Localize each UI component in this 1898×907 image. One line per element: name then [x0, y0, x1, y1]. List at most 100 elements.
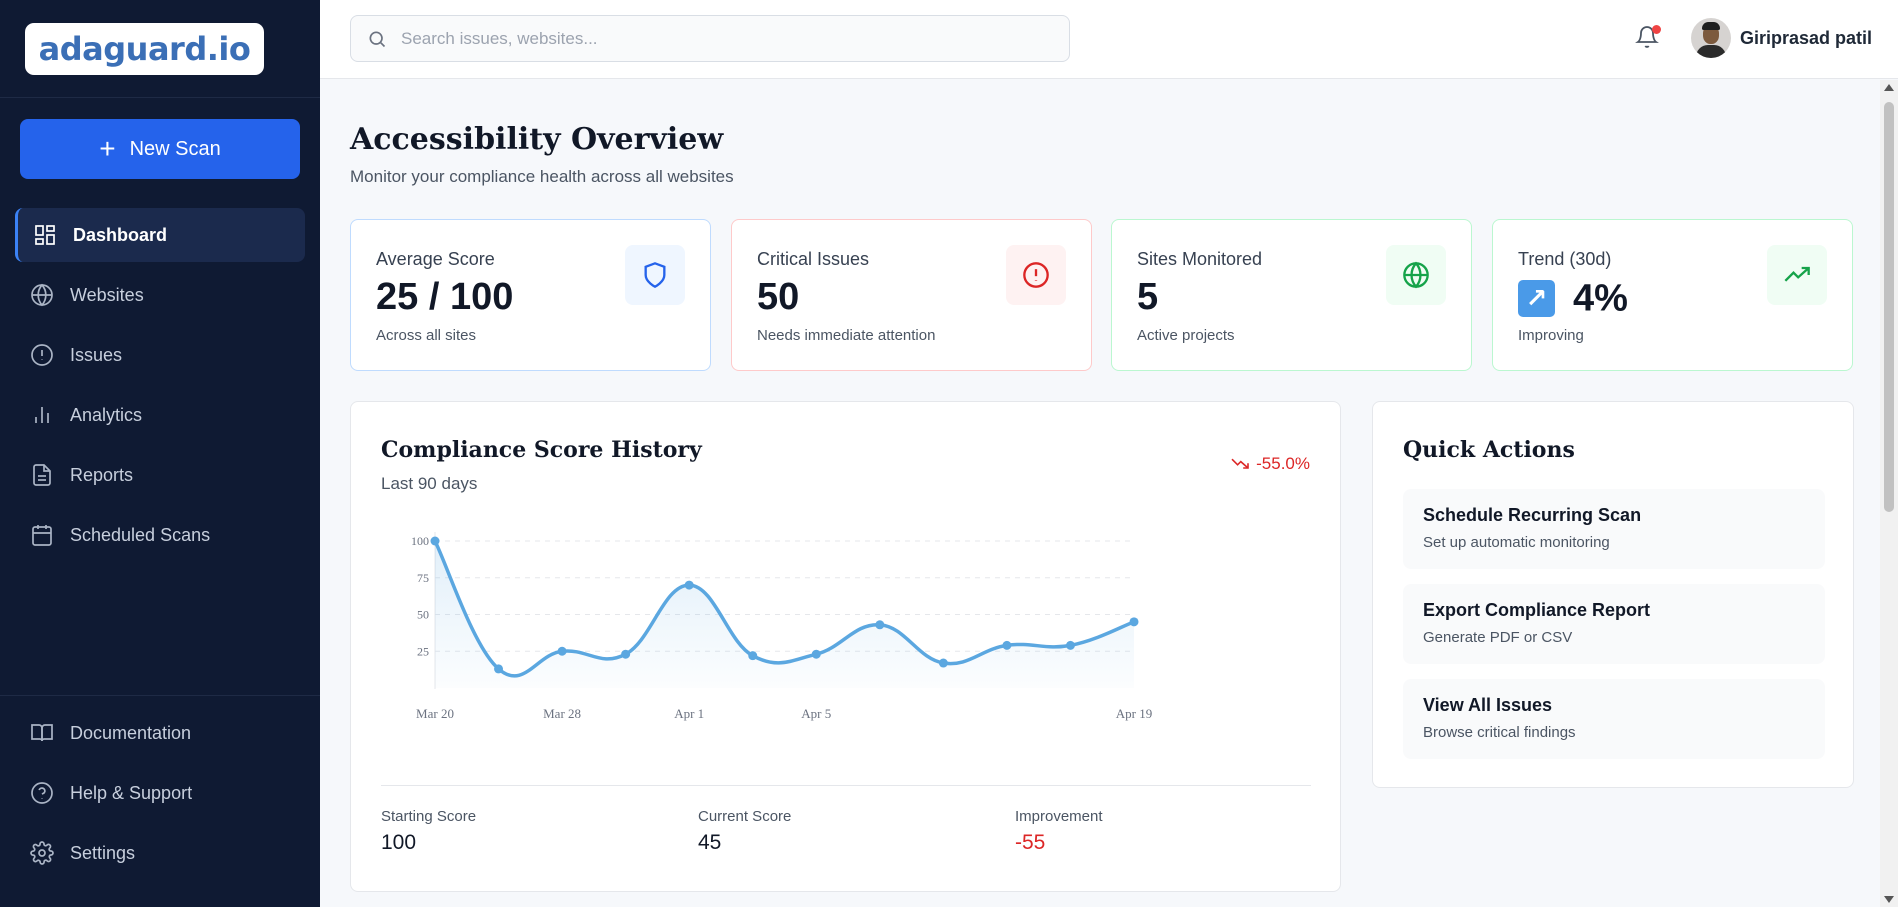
- data-point[interactable]: [494, 664, 504, 674]
- sidebar-item-label: Documentation: [70, 722, 192, 743]
- trending-up-icon: [1784, 266, 1810, 282]
- dashboard-icon: [35, 225, 55, 245]
- logo-area: adaguard.io: [0, 0, 320, 98]
- page-title: Accessibility Overview: [350, 122, 724, 157]
- sidebar-item-websites[interactable]: Websites: [15, 268, 305, 322]
- data-point[interactable]: [1002, 640, 1012, 650]
- alert-circle-icon: [31, 344, 53, 366]
- card-value: 50: [757, 276, 800, 318]
- data-point[interactable]: [1065, 640, 1075, 650]
- x-tick-label: Mar 28: [543, 706, 581, 721]
- sidebar-item-issues[interactable]: Issues: [15, 328, 305, 382]
- sidebar: adaguard.io + New Scan Dashboard Website…: [0, 0, 320, 907]
- data-point[interactable]: [1129, 617, 1139, 627]
- main-content: Accessibility Overview Monitor your comp…: [320, 80, 1880, 907]
- globe-icon: [1403, 261, 1429, 289]
- scroll-thumb[interactable]: [1884, 102, 1894, 512]
- x-tick-label: Apr 19: [1116, 706, 1152, 721]
- card-subtext: Across all sites: [376, 327, 477, 344]
- data-point[interactable]: [621, 649, 631, 659]
- data-point[interactable]: [748, 651, 758, 661]
- compliance-chart-panel: Compliance Score History Last 90 days -5…: [350, 401, 1341, 892]
- page-scrollbar[interactable]: [1880, 80, 1898, 907]
- notifications-button[interactable]: [1635, 24, 1661, 52]
- sidebar-item-label: Settings: [70, 842, 136, 863]
- card-label: Sites Monitored: [1137, 249, 1263, 269]
- card-label: Critical Issues: [757, 249, 870, 269]
- card-label: Average Score: [376, 249, 495, 269]
- sidebar-item-label: Analytics: [70, 404, 143, 425]
- quick-actions-panel: Quick Actions Schedule Recurring Scan Se…: [1372, 401, 1854, 788]
- globe-icon: [31, 283, 53, 307]
- avatar[interactable]: [1691, 18, 1731, 58]
- sidebar-item-scheduled-scans[interactable]: Scheduled Scans: [15, 508, 305, 562]
- card-icon-box: [625, 245, 685, 305]
- page-subtitle: Monitor your compliance health across al…: [350, 167, 734, 186]
- card-subtext: Active projects: [1137, 327, 1235, 344]
- new-scan-button[interactable]: + New Scan: [20, 119, 300, 179]
- data-point[interactable]: [875, 620, 885, 630]
- sidebar-item-dashboard[interactable]: Dashboard: [15, 208, 305, 262]
- data-point[interactable]: [557, 646, 567, 656]
- scroll-down-arrow[interactable]: [1884, 896, 1894, 903]
- quick-action-desc: Browse critical findings: [1423, 724, 1576, 741]
- card-icon-box: [1386, 245, 1446, 305]
- sidebar-item-settings[interactable]: Settings: [15, 826, 305, 880]
- sidebar-bottom: Documentation Help & Support Settings: [15, 696, 305, 886]
- data-point[interactable]: [811, 649, 821, 659]
- x-tick-label: Apr 1: [674, 706, 704, 721]
- quick-action-schedule-scan[interactable]: Schedule Recurring Scan Set up automatic…: [1403, 489, 1825, 569]
- top-header: Giriprasad patil: [320, 0, 1898, 79]
- card-subtext: Needs immediate attention: [757, 327, 936, 344]
- quick-action-view-issues[interactable]: View All Issues Browse critical findings: [1403, 679, 1825, 759]
- shield-icon: [644, 262, 666, 288]
- file-text-icon: [33, 464, 51, 486]
- y-tick-label: 75: [417, 571, 429, 585]
- card-value: 25 / 100: [376, 276, 514, 318]
- quick-action-export-report[interactable]: Export Compliance Report Generate PDF or…: [1403, 584, 1825, 664]
- quick-action-name: Export Compliance Report: [1423, 600, 1651, 620]
- search-icon: [369, 31, 386, 47]
- data-point[interactable]: [430, 536, 440, 546]
- sidebar-item-help[interactable]: Help & Support: [15, 766, 305, 820]
- card-sites-monitored: Sites Monitored 5 Active projects: [1111, 219, 1472, 371]
- card-value: 4%: [1573, 277, 1628, 320]
- card-value: 5: [1137, 276, 1159, 318]
- stat-improvement: Improvement -55: [1015, 808, 1103, 855]
- search-bar[interactable]: [350, 15, 1070, 62]
- stat-label: Current Score: [698, 808, 792, 825]
- chart-area: [435, 541, 1134, 688]
- scroll-up-arrow[interactable]: [1884, 84, 1894, 91]
- stat-label: Improvement: [1015, 808, 1103, 825]
- sidebar-nav: Dashboard Websites Issues Analytics Repo…: [15, 208, 305, 568]
- y-tick-label: 50: [417, 608, 429, 622]
- card-average-score: Average Score 25 / 100 Across all sites: [350, 219, 711, 371]
- compliance-line-chart: 25 50 75 100 Mar 20 Mar 28 Apr 1 Apr 5 Apr 19: [411, 532, 1152, 721]
- card-label: Trend (30d): [1518, 249, 1612, 269]
- y-tick-label: 25: [417, 644, 429, 658]
- x-tick-label: Mar 20: [416, 706, 454, 721]
- app-logo[interactable]: adaguard.io: [25, 22, 264, 75]
- stat-label: Starting Score: [381, 808, 477, 825]
- bar-chart-icon: [35, 407, 49, 423]
- sidebar-item-label: Scheduled Scans: [70, 524, 211, 545]
- logo-text: adaguard.io: [38, 29, 251, 68]
- bell-icon: [1635, 26, 1659, 48]
- data-point[interactable]: [684, 580, 694, 590]
- chart-subtitle: Last 90 days: [381, 474, 478, 493]
- stat-current-score: Current Score 45: [698, 808, 791, 855]
- x-tick-label: Apr 5: [801, 706, 831, 721]
- sidebar-item-analytics[interactable]: Analytics: [15, 388, 305, 442]
- card-icon-box: [1006, 245, 1066, 305]
- quick-action-desc: Set up automatic monitoring: [1423, 534, 1610, 551]
- user-name[interactable]: Giriprasad patil: [1740, 28, 1873, 48]
- card-icon-box: [1767, 245, 1827, 305]
- sidebar-item-label: Help & Support: [70, 782, 193, 803]
- data-point[interactable]: [938, 658, 948, 668]
- sidebar-item-documentation[interactable]: Documentation: [15, 706, 305, 760]
- calendar-icon: [32, 525, 52, 546]
- search-input[interactable]: [401, 28, 1001, 49]
- sidebar-item-reports[interactable]: Reports: [15, 448, 305, 502]
- book-icon: [31, 724, 53, 742]
- alert-circle-icon: [1023, 262, 1049, 288]
